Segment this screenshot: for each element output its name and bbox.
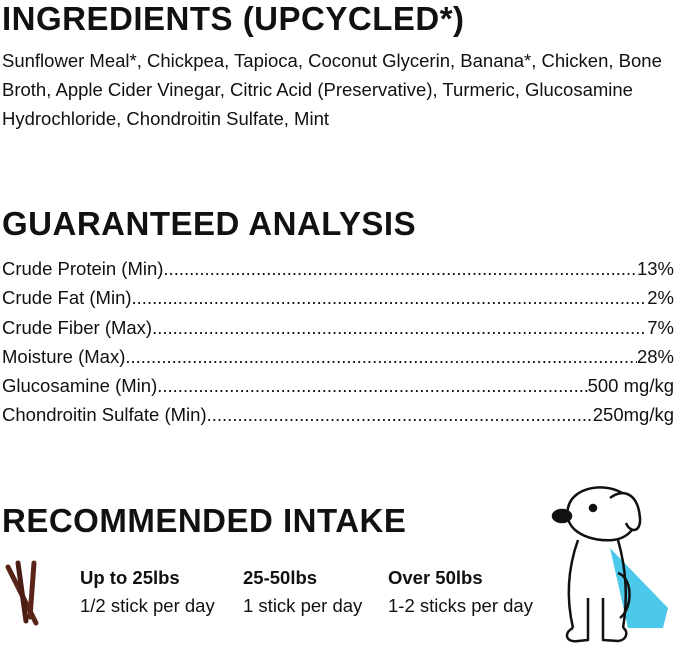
- intake-heading: RECOMMENDED INTAKE: [2, 502, 407, 539]
- intake-column: Up to 25lbs 1/2 stick per day: [80, 564, 215, 620]
- row-label: Chondroitin Sulfate (Min): [2, 404, 207, 426]
- row-value: 2%: [647, 287, 674, 309]
- analysis-row: Crude Protein (Min) 13%: [2, 254, 674, 283]
- sticks-icon: [5, 560, 39, 626]
- intake-amount: 1/2 stick per day: [80, 595, 215, 616]
- row-value: 500 mg/kg: [587, 375, 674, 397]
- analysis-heading: GUARANTEED ANALYSIS: [2, 205, 417, 242]
- intake-column: 25-50lbs 1 stick per day: [243, 564, 362, 620]
- intake-amount: 1-2 sticks per day: [388, 595, 533, 616]
- row-value: 28%: [636, 345, 674, 367]
- analysis-row: Crude Fat (Min) 2%: [2, 283, 674, 312]
- ingredients-heading: INGREDIENTS (UPCYCLED*): [2, 0, 465, 37]
- intake-weight: Up to 25lbs: [80, 567, 180, 588]
- dog-illustration: [551, 486, 668, 643]
- intake-amount: 1 stick per day: [243, 595, 363, 616]
- intake-weight: 25-50lbs: [243, 567, 318, 588]
- analysis-row: Crude Fiber (Max) 7%: [2, 313, 674, 342]
- row-label: Crude Protein (Min): [2, 258, 164, 279]
- analysis-row: Chondroitin Sulfate (Min) 250mg/kg: [2, 400, 674, 429]
- analysis-table: Crude Protein (Min) 13% Crude Fat (Min) 2%…: [2, 254, 674, 430]
- row-label: Moisture (Max): [2, 345, 126, 367]
- analysis-row: Glucosamine (Min) 500 mg/kg: [2, 371, 674, 400]
- intake-column: Over 50lbs 1-2 sticks per day: [388, 564, 533, 620]
- row-value: 13%: [636, 258, 674, 279]
- row-value: 250mg/kg: [592, 404, 674, 426]
- row-label: Crude Fat (Min): [2, 287, 132, 309]
- analysis-row: Moisture (Max) 28%: [2, 342, 674, 371]
- intake-weight: Over 50lbs: [388, 567, 483, 588]
- ingredients-list: Sunflower Meal*, Chickpea, Tapioca, Coco…: [2, 50, 662, 129]
- row-label: Crude Fiber (Max): [2, 316, 153, 338]
- row-label: Glucosamine (Min): [2, 375, 158, 397]
- row-value: 7%: [647, 316, 674, 338]
